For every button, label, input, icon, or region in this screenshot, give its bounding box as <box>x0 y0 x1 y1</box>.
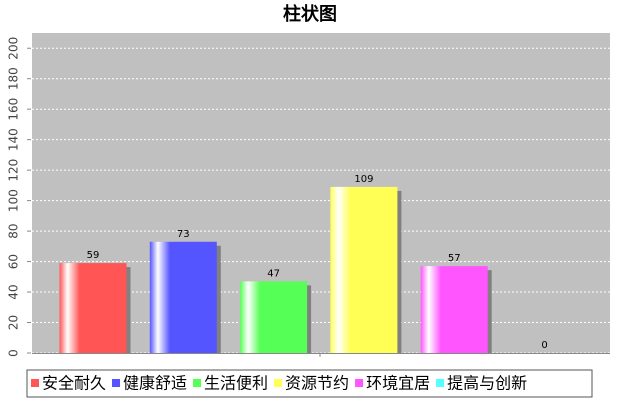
bar <box>420 266 488 353</box>
y-tick-label: 200 <box>7 37 21 60</box>
legend-swatch <box>274 379 283 387</box>
bar <box>149 241 217 353</box>
legend-swatch <box>436 379 445 387</box>
legend <box>26 369 593 398</box>
y-tick-label: 80 <box>7 223 21 238</box>
value-label: 73 <box>177 229 190 240</box>
legend-swatch <box>31 379 39 387</box>
y-tick-label: 100 <box>7 189 21 212</box>
value-label: 59 <box>87 250 100 261</box>
legend-label: 生活便利 <box>204 374 268 393</box>
y-tick-label: 20 <box>7 315 21 330</box>
y-tick-label: 160 <box>7 98 21 121</box>
y-tick-label: 0 <box>7 349 21 357</box>
bar <box>240 281 308 353</box>
value-label: 57 <box>448 253 461 264</box>
bar <box>330 186 398 353</box>
y-tick-label: 140 <box>7 128 21 151</box>
legend-label: 安全耐久 <box>42 374 106 393</box>
y-tick-label: 40 <box>7 284 21 299</box>
legend-swatch <box>112 379 121 387</box>
y-tick-label: 180 <box>7 67 21 90</box>
legend-label: 提高与创新 <box>447 374 527 393</box>
legend-swatch <box>193 379 202 387</box>
y-tick-label: 120 <box>7 159 21 182</box>
value-label: 47 <box>267 268 280 279</box>
legend-label: 健康舒适 <box>123 374 187 393</box>
value-label: 109 <box>354 174 373 185</box>
legend-label: 资源节约 <box>285 374 349 393</box>
y-tick-label: 60 <box>7 254 21 269</box>
bar <box>59 263 127 353</box>
chart-title: 柱状图 <box>283 3 337 25</box>
value-label: 0 <box>541 340 547 351</box>
legend-swatch <box>355 379 364 387</box>
legend-label: 环境宜居 <box>366 374 430 393</box>
